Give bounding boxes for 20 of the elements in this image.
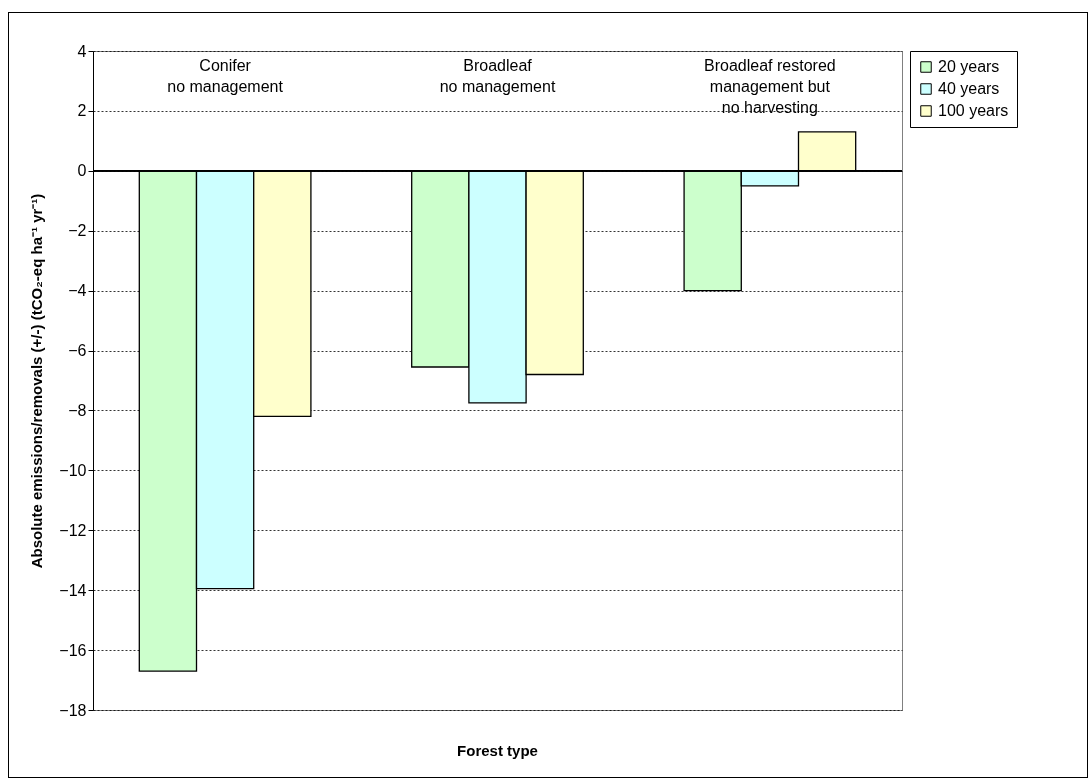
legend-label: 20 years: [938, 58, 1000, 75]
x-tick-label: Broadleaf restored management but no harvesting: [704, 56, 836, 116]
y-tick-label: −12: [59, 521, 87, 539]
y-tick-label: −4: [68, 282, 87, 300]
y-tick-label: −8: [68, 401, 87, 419]
y-tick-label: −6: [68, 342, 87, 360]
y-tick-label: −18: [59, 701, 87, 719]
y-axis-title: Absolute emissions/removals (+/-) (tCO₂-eq ha⁻¹ yr⁻¹): [28, 193, 46, 569]
y-tick-label: −14: [59, 581, 87, 599]
legend-label: 100 years: [938, 102, 1009, 119]
y-tick-label: 2: [77, 102, 87, 120]
y-tick-label: 4: [77, 42, 87, 60]
y-tick-label: −10: [59, 461, 87, 479]
y-tick-label: −16: [59, 641, 87, 659]
x-tick-label: Broadleaf no management: [439, 56, 556, 95]
x-tick-label: Conifer no management: [167, 56, 284, 95]
legend-label: 40 years: [938, 80, 1000, 97]
y-tick-label: −2: [68, 222, 87, 240]
y-tick-label: 0: [77, 162, 87, 180]
x-axis-title: Forest type: [457, 742, 538, 759]
